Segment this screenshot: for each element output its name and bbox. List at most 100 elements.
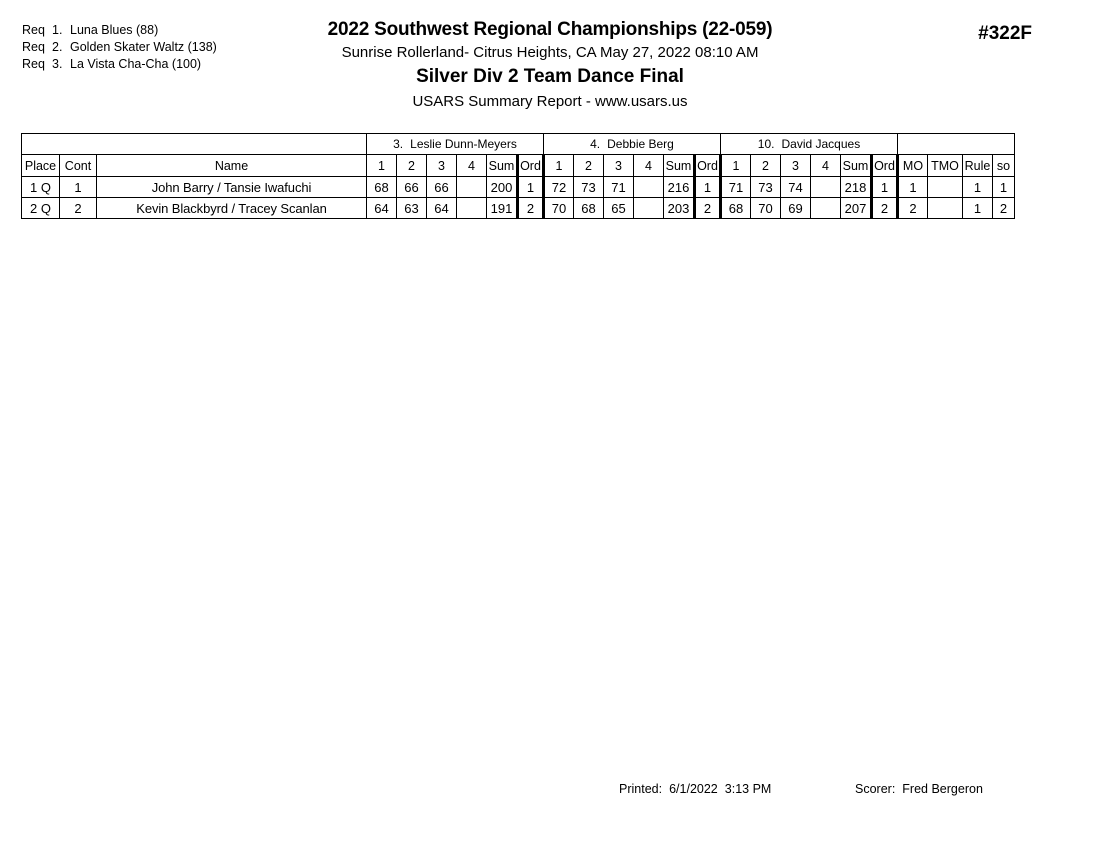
cell-name: Kevin Blackbyrd / Tracey Scanlan — [96, 197, 367, 219]
printed-label: Printed: — [619, 782, 663, 796]
requirement-item: Req 1. Luna Blues (88) — [22, 22, 217, 39]
cell-j2-s2: 68 — [573, 197, 604, 219]
cell-j2-s2: 73 — [573, 176, 604, 198]
judge-label-2: Debbie Berg — [607, 137, 674, 151]
cell-j2-sum: 203 — [663, 197, 695, 219]
cell-j2-s1: 72 — [543, 176, 574, 198]
cell-j2-s4 — [633, 197, 664, 219]
requirement-item: Req 3. La Vista Cha-Cha (100) — [22, 56, 217, 73]
column-header-tmo: TMO — [927, 154, 963, 177]
column-header-j3-sum: Sum — [840, 154, 872, 177]
requirement-label: Req — [22, 40, 45, 54]
column-header-j2-sum: Sum — [663, 154, 695, 177]
cell-j3-s3: 69 — [780, 197, 811, 219]
cell-tmo — [927, 176, 963, 198]
column-header-j1-s3: 3 — [426, 154, 457, 177]
judge-number-1: 3. — [393, 137, 404, 151]
cell-cont: 1 — [59, 176, 97, 198]
page-header: 2022 Southwest Regional Championships (2… — [0, 18, 1100, 114]
column-header-j3-ord: Ord — [870, 154, 899, 177]
cell-j3-s2: 70 — [750, 197, 781, 219]
requirement-label: Req — [22, 57, 45, 71]
printed-time: 3:13 PM — [724, 782, 772, 796]
cell-j3-s3: 74 — [780, 176, 811, 198]
column-header-j2-s3: 3 — [603, 154, 634, 177]
cell-cont: 2 — [59, 197, 97, 219]
cell-j1-s4 — [456, 197, 487, 219]
column-header-j2-s1: 1 — [543, 154, 574, 177]
column-header-j1-sum: Sum — [486, 154, 518, 177]
cell-place: 2 Q — [21, 197, 60, 219]
printed-info: Printed: 6/1/2022 3:13 PM — [612, 782, 771, 796]
column-header-place: Place — [21, 154, 60, 177]
cell-j2-s1: 70 — [543, 197, 574, 219]
column-header-j2-s2: 2 — [573, 154, 604, 177]
judge-number-2: 4. — [590, 137, 601, 151]
requirement-number: 2. — [52, 40, 63, 54]
cell-j1-s2: 63 — [396, 197, 427, 219]
column-header-j1-s4: 4 — [456, 154, 487, 177]
requirement-label: Req — [22, 23, 45, 37]
column-header-name: Name — [96, 154, 367, 177]
cell-j1-s3: 64 — [426, 197, 457, 219]
results-table-container: 3. Leslie Dunn-Meyers 4. Debbie Berg 10. Da… — [21, 133, 1015, 219]
judge-header-row: 3. Leslie Dunn-Meyers 4. Debbie Berg 10. Da… — [21, 133, 1015, 155]
cell-j2-ord: 2 — [693, 197, 722, 219]
column-header-cont: Cont — [59, 154, 97, 177]
cell-j2-s3: 71 — [603, 176, 634, 198]
judge-label-1: Leslie Dunn-Meyers — [410, 137, 517, 151]
requirement-number: 3. — [52, 57, 63, 71]
column-header-j3-s4: 4 — [810, 154, 841, 177]
cell-j1-s2: 66 — [396, 176, 427, 198]
cell-j3-sum: 218 — [840, 176, 872, 198]
cell-rule: 1 — [962, 176, 993, 198]
event-number-badge: #322F — [978, 23, 1032, 44]
scorer-label: Scorer: — [855, 782, 896, 796]
cell-j3-ord: 2 — [870, 197, 899, 219]
column-header-mo: MO — [897, 154, 928, 177]
column-header-j3-s1: 1 — [720, 154, 751, 177]
cell-j1-ord: 2 — [516, 197, 545, 219]
column-header-j1-s2: 2 — [396, 154, 427, 177]
column-header-j1-s1: 1 — [366, 154, 397, 177]
cell-j3-s1: 68 — [720, 197, 751, 219]
cell-place: 1 Q — [21, 176, 60, 198]
column-header-j3-s3: 3 — [780, 154, 811, 177]
cell-j2-ord: 1 — [693, 176, 722, 198]
cell-j1-s3: 66 — [426, 176, 457, 198]
cell-j2-s3: 65 — [603, 197, 634, 219]
cell-j3-s4 — [810, 197, 841, 219]
cell-mo: 2 — [897, 197, 928, 219]
judge-label-3: David Jacques — [781, 137, 861, 151]
column-header-rule: Rule — [962, 154, 993, 177]
cell-so: 2 — [992, 197, 1015, 219]
cell-mo: 1 — [897, 176, 928, 198]
judge-row-spacer-right — [897, 133, 1015, 155]
cell-j3-s1: 71 — [720, 176, 751, 198]
cell-j2-s4 — [633, 176, 664, 198]
requirement-text: Luna Blues (88) — [70, 23, 159, 37]
competition-title: 2022 Southwest Regional Championships (2… — [327, 19, 773, 40]
column-header-j3-s2: 2 — [750, 154, 781, 177]
requirement-item: Req 2. Golden Skater Waltz (138) — [22, 39, 217, 56]
cell-j1-sum: 200 — [486, 176, 518, 198]
cell-j1-ord: 1 — [516, 176, 545, 198]
column-header-so: so — [992, 154, 1015, 177]
table-row[interactable]: 2 Q 2 Kevin Blackbyrd / Tracey Scanlan 6… — [21, 197, 1015, 219]
cell-j3-s2: 73 — [750, 176, 781, 198]
column-header-j1-ord: Ord — [516, 154, 545, 177]
requirements-list: Req 1. Luna Blues (88) Req 2. Golden Skater … — [22, 22, 217, 73]
column-header-j2-ord: Ord — [693, 154, 722, 177]
cell-name: John Barry / Tansie Iwafuchi — [96, 176, 367, 198]
cell-so: 1 — [992, 176, 1015, 198]
judge-name-1: 3. Leslie Dunn-Meyers — [366, 133, 544, 155]
table-row[interactable]: 1 Q 1 John Barry / Tansie Iwafuchi 68 66… — [21, 176, 1015, 198]
judge-number-3: 10. — [757, 137, 775, 151]
column-header-j2-s4: 4 — [633, 154, 664, 177]
cell-j3-sum: 207 — [840, 197, 872, 219]
cell-j1-s4 — [456, 176, 487, 198]
requirement-number: 1. — [52, 23, 63, 37]
cell-j1-s1: 68 — [366, 176, 397, 198]
cell-tmo — [927, 197, 963, 219]
judge-name-2: 4. Debbie Berg — [543, 133, 721, 155]
